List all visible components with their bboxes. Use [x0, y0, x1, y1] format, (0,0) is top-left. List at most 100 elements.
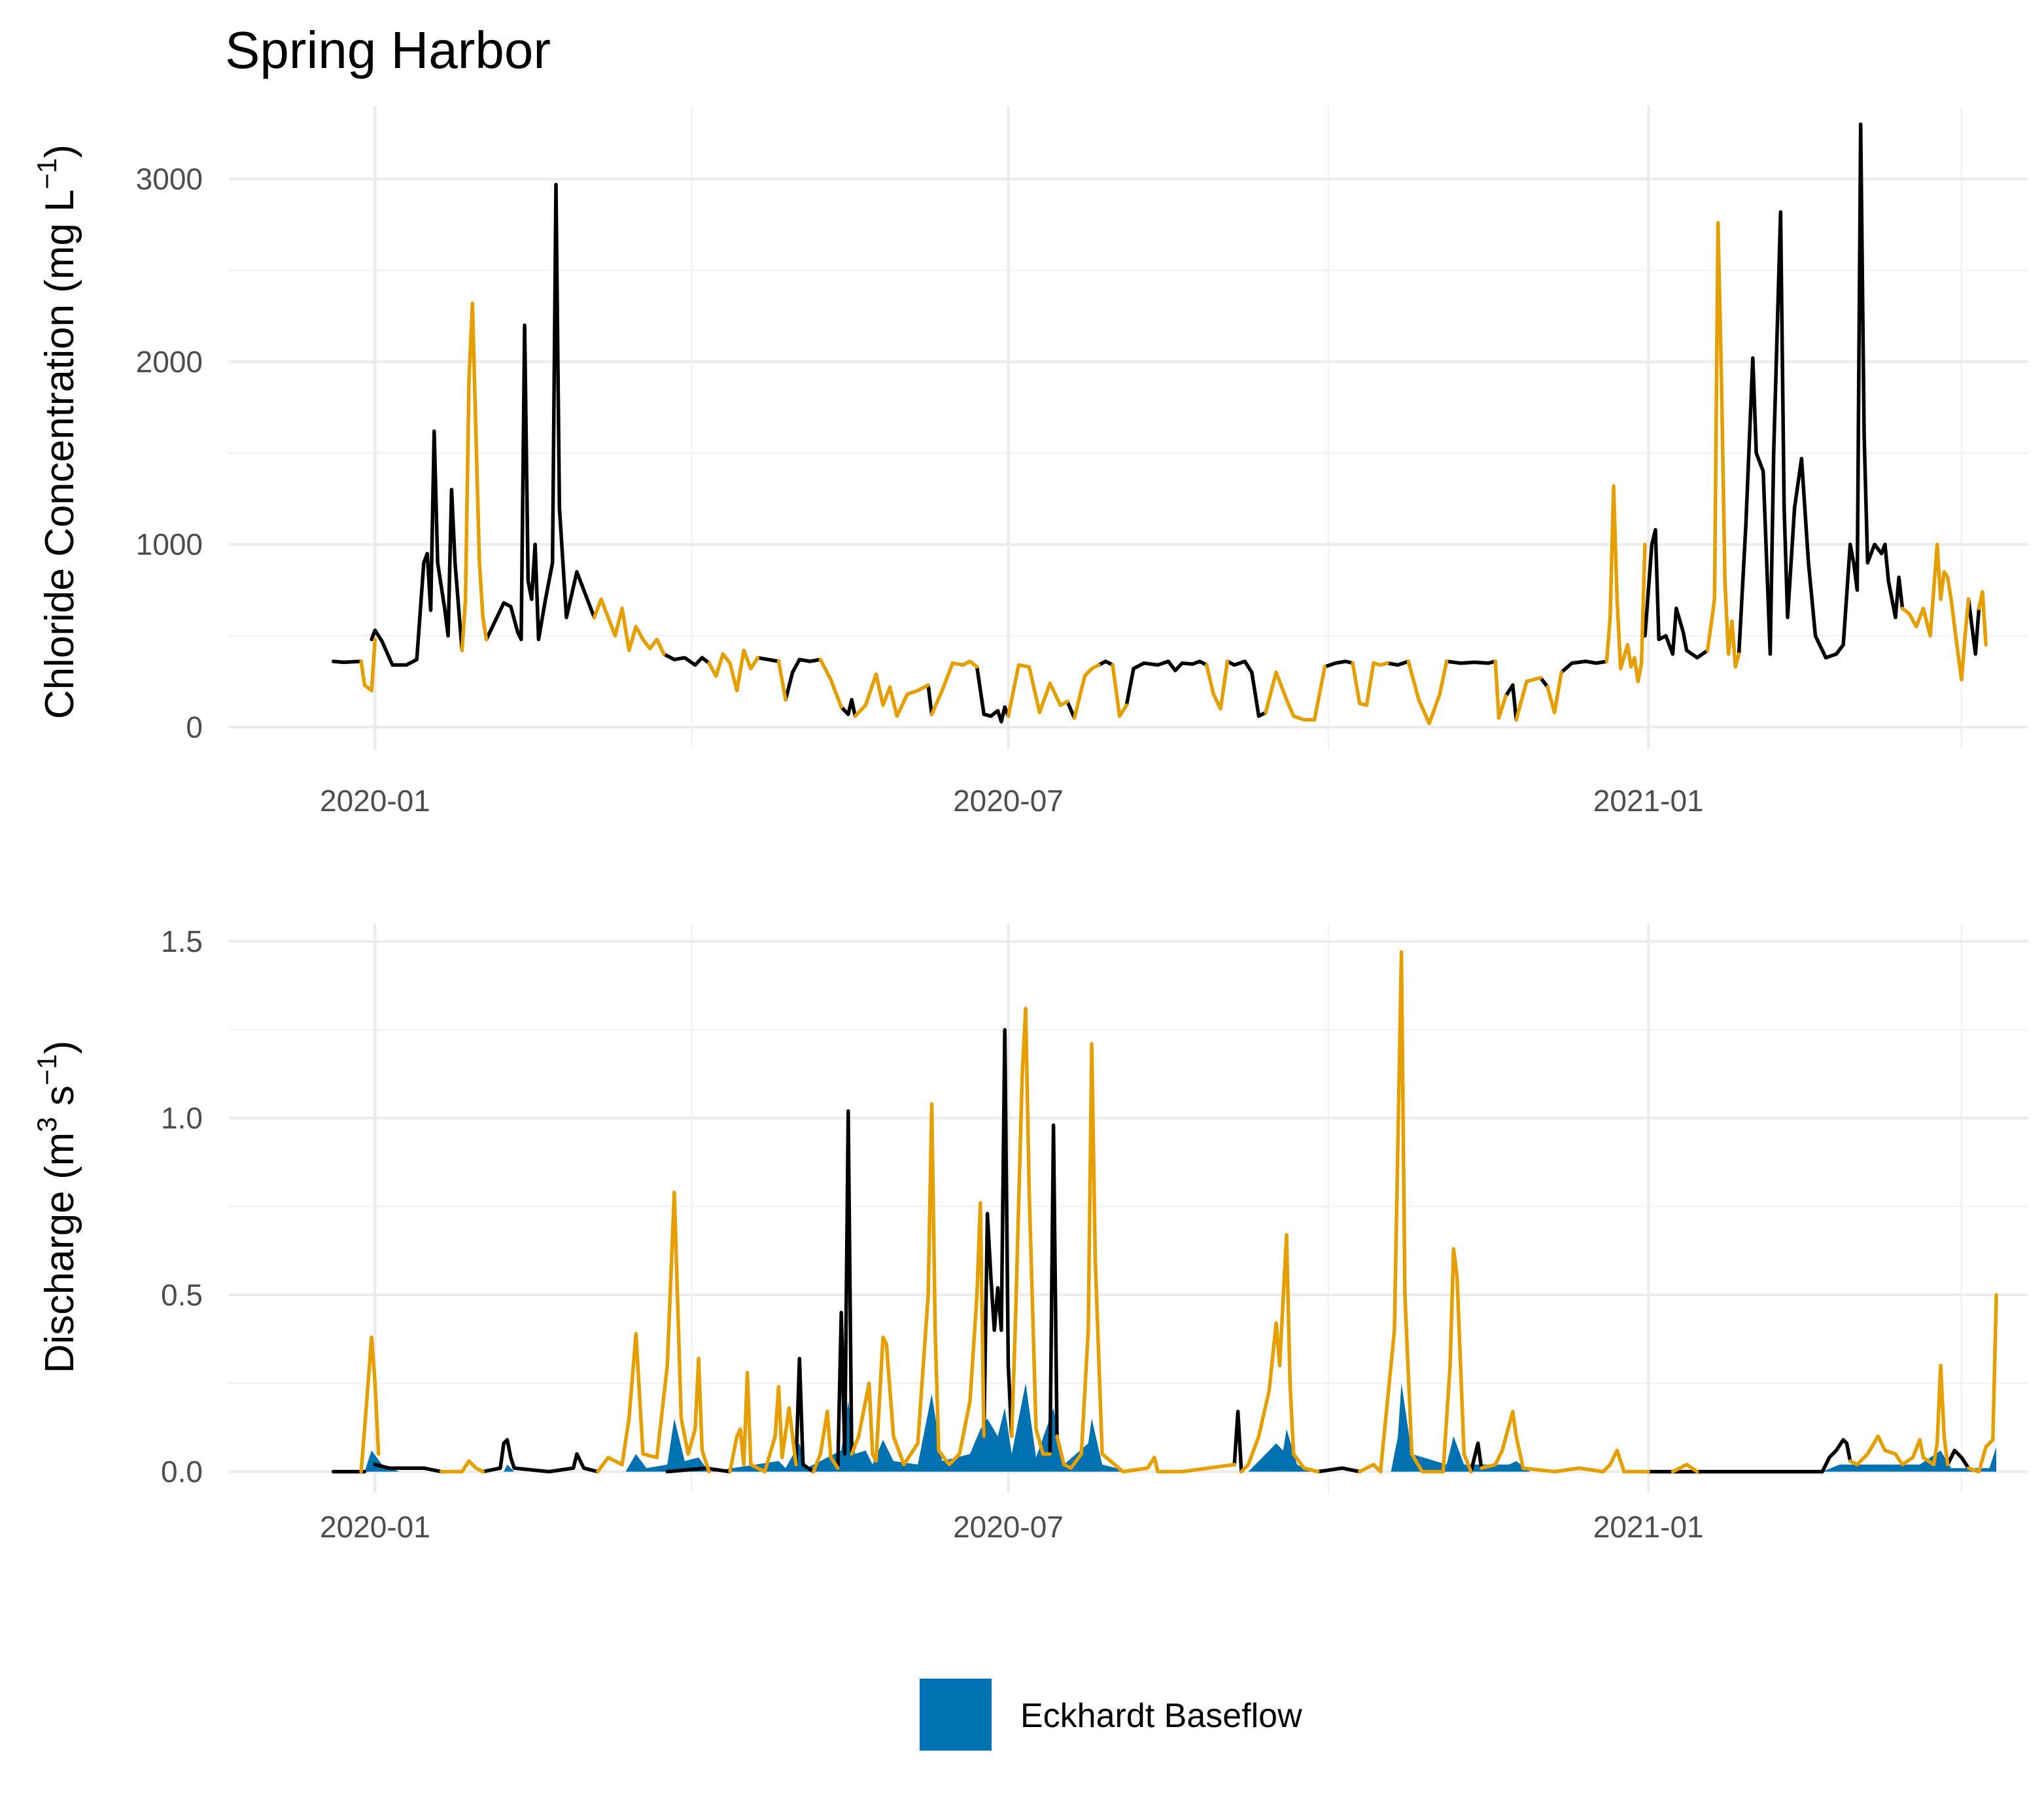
series-line-orange — [1006, 663, 1069, 718]
series-line-orange — [811, 1409, 840, 1474]
series-line-black — [1643, 528, 1710, 660]
discharge-series — [331, 950, 1998, 1474]
series-line-orange — [818, 657, 843, 709]
legend-label-baseflow: Eckhardt Baseflow — [1020, 1697, 1302, 1735]
series-line-black — [370, 429, 464, 667]
series-line-orange — [1204, 659, 1230, 711]
y-tick-label: 0 — [186, 710, 203, 744]
series-line-orange — [1900, 542, 1971, 682]
series-line-black — [1385, 659, 1410, 667]
series-line-black — [331, 659, 363, 665]
series-line-black — [794, 1356, 816, 1474]
series-line-orange — [1239, 1232, 1320, 1474]
chloride-y-tick-labels: 0 1000 2000 3000 — [136, 162, 203, 744]
series-line-black — [1444, 659, 1497, 665]
series-line-orange — [1072, 663, 1101, 720]
series-line-black — [1323, 659, 1355, 669]
series-line-orange — [1966, 1293, 1998, 1474]
series-line-orange — [1493, 659, 1508, 720]
chloride-y-axis-title-exponent: −1 — [31, 158, 62, 189]
series-line-orange — [359, 1335, 381, 1474]
discharge-gridlines — [229, 924, 2028, 1493]
x-tick-label: 2020-01 — [320, 784, 430, 818]
series-line-orange — [596, 1190, 711, 1474]
x-tick-label: 2020-07 — [953, 784, 1064, 818]
series-line-black — [1538, 676, 1550, 689]
series-line-orange — [1406, 659, 1449, 725]
chloride-y-axis-title-main: Chloride Concentration (mg L — [37, 189, 82, 719]
chloride-y-axis-title: Chloride Concentration (mg L−1) — [31, 145, 82, 719]
series-line-black — [1225, 659, 1268, 718]
chart-title: Spring Harbor — [225, 21, 551, 79]
discharge-y-axis-title-exp2: −1 — [31, 1054, 62, 1085]
series-line-black — [1232, 1409, 1243, 1474]
chloride-series — [331, 122, 1988, 725]
discharge-x-tick-labels: 2020-01 2020-07 2021-01 — [320, 1510, 1704, 1544]
series-line-black — [1316, 1466, 1362, 1474]
legend: Eckhardt Baseflow — [920, 1679, 1302, 1751]
series-line-black — [1559, 659, 1609, 674]
series-line-black — [975, 665, 1011, 724]
series-line-orange — [707, 648, 760, 693]
series-line-orange — [1111, 663, 1129, 718]
series-line-black — [1124, 659, 1209, 707]
series-line-orange — [1977, 590, 1988, 647]
discharge-y-axis-title: Discharge (m3 s−1) — [31, 1041, 82, 1374]
series-line-orange — [1546, 670, 1563, 714]
y-tick-label: 0.0 — [161, 1455, 203, 1489]
y-tick-label: 3000 — [136, 162, 203, 196]
series-line-orange — [929, 659, 979, 716]
series-line-black — [839, 697, 857, 718]
x-tick-label: 2020-01 — [320, 1510, 430, 1544]
series-line-black — [662, 652, 711, 667]
baseflow-area — [333, 1383, 1997, 1472]
chloride-gridlines — [229, 106, 2028, 749]
discharge-y-axis-title-exp1: 3 — [31, 1117, 62, 1132]
chloride-x-tick-labels: 2020-01 2020-07 2021-01 — [320, 784, 1704, 818]
x-tick-label: 2020-07 — [953, 1510, 1064, 1544]
series-line-orange — [1010, 1006, 1052, 1456]
series-line-orange — [439, 1459, 485, 1474]
series-line-orange — [776, 659, 788, 702]
x-tick-label: 2021-01 — [1593, 784, 1704, 818]
series-line-orange — [1351, 661, 1390, 707]
series-line-orange — [728, 1371, 798, 1474]
series-line-black — [926, 683, 934, 716]
series-line-orange — [1357, 950, 1473, 1474]
series-line-black — [1469, 1441, 1483, 1474]
series-line-orange — [1671, 1463, 1699, 1474]
series-line-orange — [592, 597, 666, 656]
series-line-black — [373, 1463, 443, 1474]
series-line-black — [755, 655, 781, 663]
y-tick-label: 0.5 — [161, 1278, 203, 1312]
series-line-black — [1097, 659, 1115, 667]
series-line-black — [836, 1109, 854, 1470]
series-line-black — [1945, 1448, 1971, 1470]
chloride-y-axis-title-close: ) — [37, 145, 82, 158]
series-line-orange — [359, 637, 377, 693]
series-line-black — [982, 1028, 1014, 1439]
y-tick-label: 1.0 — [161, 1101, 203, 1135]
series-line-orange — [1055, 1041, 1236, 1474]
y-tick-label: 1000 — [136, 527, 203, 561]
y-tick-label: 1.5 — [161, 924, 203, 958]
series-line-orange — [460, 301, 489, 652]
series-line-black — [665, 1466, 732, 1474]
baseflow-area-shape — [333, 1383, 1997, 1472]
discharge-y-axis-title-main: Discharge (m — [37, 1132, 82, 1374]
legend-key-baseflow — [920, 1679, 992, 1751]
series-line-black — [1646, 1438, 1852, 1474]
y-tick-label: 2000 — [136, 345, 203, 379]
series-line-black — [1966, 597, 1981, 656]
series-line-black — [484, 183, 597, 642]
series-line-black — [481, 1438, 600, 1474]
discharge-panel: 0.0 0.5 1.0 1.5 2020-01 2020-07 2021-01 Disch… — [31, 924, 2028, 1544]
series-line-orange — [1514, 676, 1543, 722]
discharge-y-tick-labels: 0.0 0.5 1.0 1.5 — [161, 924, 203, 1489]
series-line-orange — [1705, 220, 1741, 669]
discharge-y-axis-title-mid: s — [37, 1085, 82, 1117]
series-line-black — [1048, 1123, 1059, 1456]
series-line-orange — [1264, 665, 1327, 722]
